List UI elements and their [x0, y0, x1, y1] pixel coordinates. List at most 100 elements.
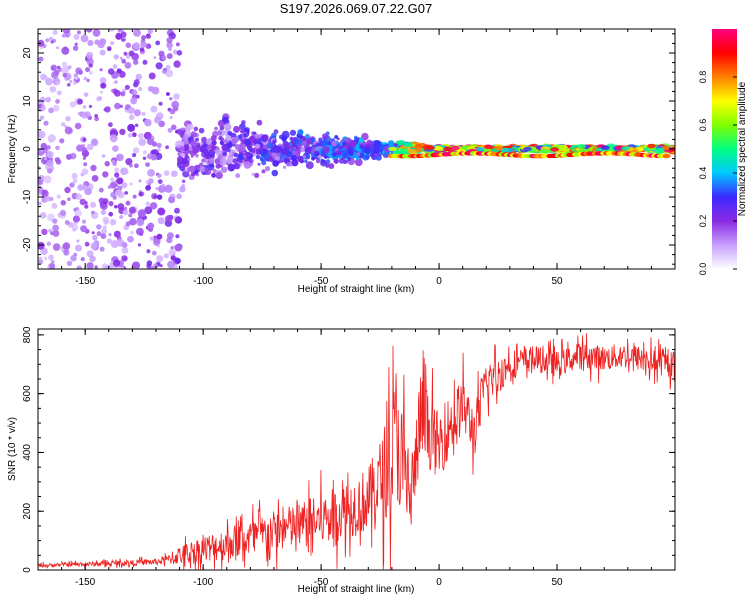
spectrogram-blob: [577, 144, 586, 149]
spectrogram-blob: [145, 43, 152, 49]
spectrogram-blob: [286, 162, 291, 167]
spectrogram-blob: [373, 140, 382, 148]
spectrogram-blob: [48, 107, 54, 114]
spectrogram-blob: [132, 153, 137, 158]
spectrogram-blob: [257, 162, 261, 166]
spectrogram-blob: [176, 50, 183, 56]
spectrogram-blob: [90, 201, 97, 208]
spectrogram-blob: [61, 65, 69, 74]
spectrogram-blob: [100, 82, 107, 89]
spectrogram-blob: [422, 144, 432, 150]
spectrogram-blob: [115, 189, 122, 196]
spectrogram-blob: [282, 137, 287, 142]
spectrogram-blob: [119, 215, 124, 219]
spectrogram-blob: [163, 170, 170, 177]
spectrogram-blob: [127, 235, 134, 243]
spectrogram-blob: [237, 154, 244, 161]
spectrogram-blob: [195, 153, 199, 158]
spectrogram-blob: [233, 125, 240, 133]
spectrogram-blob: [281, 148, 288, 156]
spectrogram-blob: [375, 154, 382, 161]
spectrogram-blob: [129, 218, 137, 226]
spectrogram-blob: [129, 163, 133, 168]
spectrogram-blob: [356, 156, 360, 161]
spectrogram-blob: [79, 198, 87, 206]
spectrogram-blob: [255, 154, 261, 160]
spectrogram-blob: [139, 47, 145, 52]
spectrogram-blob: [165, 69, 174, 78]
spectrogram-blob: [233, 152, 239, 158]
spectrogram-blob: [85, 67, 90, 73]
spectrogram-blob: [347, 156, 352, 161]
spectrogram-blob: [39, 115, 45, 120]
spectrogram-blob: [96, 224, 102, 230]
spectrogram-blob: [56, 46, 59, 50]
spectrogram-blob: [174, 216, 182, 224]
spectrogram-blob: [65, 116, 71, 122]
spectrogram-blob: [106, 238, 113, 244]
spectrogram-blob: [56, 90, 62, 96]
spectrogram-blob: [72, 228, 76, 232]
colorbar-tick-label: 0.6: [698, 119, 708, 132]
spectrogram-blob: [154, 116, 162, 124]
spectrogram-blob: [63, 249, 70, 256]
snr-panel: -150 -100 -50 0 50 0 200 400 600 800 Height of st…: [7, 326, 676, 595]
spectrogram-blob: [43, 120, 49, 126]
spectrogram-blob: [195, 137, 200, 142]
spectrogram-blob: [82, 184, 88, 191]
spectrogram-blob: [39, 96, 46, 103]
spectrogram-blob: [44, 157, 48, 161]
spectrogram-blob: [153, 263, 159, 269]
spectrogram-blob: [354, 158, 363, 167]
spectrogram-blob: [38, 39, 45, 47]
spectrogram-blob: [142, 156, 147, 160]
spectrogram-blob: [289, 129, 297, 136]
spectrogram-blob: [91, 231, 95, 235]
spectrogram-blob: [128, 206, 136, 214]
spectrogram-y-tick-label: 0: [22, 146, 33, 152]
spectrogram-blob: [155, 40, 161, 46]
spectrogram-blob: [132, 261, 140, 269]
spectrogram-blob: [142, 59, 148, 65]
spectrogram-blob: [141, 111, 146, 116]
spectrogram-blob: [66, 154, 72, 160]
spectrogram-blob: [112, 259, 121, 267]
spectrogram-blob: [112, 145, 119, 152]
spectrogram-blob: [173, 93, 180, 100]
spectrogram-blob: [170, 255, 176, 261]
snr-x-tick-label: 0: [436, 577, 442, 588]
spectrogram-y-label: Frequency (Hz): [7, 115, 18, 184]
spectrogram-blob: [47, 134, 56, 143]
spectrogram-blob: [282, 154, 287, 159]
snr-y-tick-label: 200: [22, 502, 33, 519]
spectrogram-blob: [148, 72, 156, 80]
spectrogram-blob: [370, 152, 375, 157]
spectrogram-blob: [110, 177, 115, 182]
spectrogram-blob: [113, 54, 119, 60]
spectrogram-blob: [125, 200, 131, 206]
spectrogram-blob: [342, 141, 347, 146]
spectrogram-blob: [80, 257, 85, 262]
spectrogram-blob: [259, 155, 267, 162]
spectrogram-blob: [150, 154, 157, 161]
spectrogram-blob: [119, 104, 124, 109]
spectrogram-blob: [67, 65, 72, 70]
spectrogram-blob: [144, 206, 153, 215]
spectrogram-blob: [123, 51, 128, 56]
spectrogram-blob: [122, 168, 129, 175]
spectrogram-blob: [83, 92, 89, 97]
spectrogram-blob: [301, 140, 308, 147]
spectrogram-blob: [156, 173, 162, 179]
spectrogram-blob: [86, 78, 90, 83]
spectrogram-blob: [159, 264, 163, 268]
spectrogram-blob: [39, 212, 47, 219]
spectrogram-blob: [82, 105, 87, 109]
spectrogram-blob: [171, 124, 177, 131]
spectrogram-blob: [130, 230, 134, 235]
spectrogram-blob: [114, 167, 120, 173]
spectrogram-blob: [174, 207, 180, 214]
spectrogram-blob: [66, 260, 73, 267]
spectrogram-blob: [86, 51, 94, 59]
spectrogram-blob: [50, 260, 55, 264]
spectrogram-blob: [74, 122, 82, 130]
